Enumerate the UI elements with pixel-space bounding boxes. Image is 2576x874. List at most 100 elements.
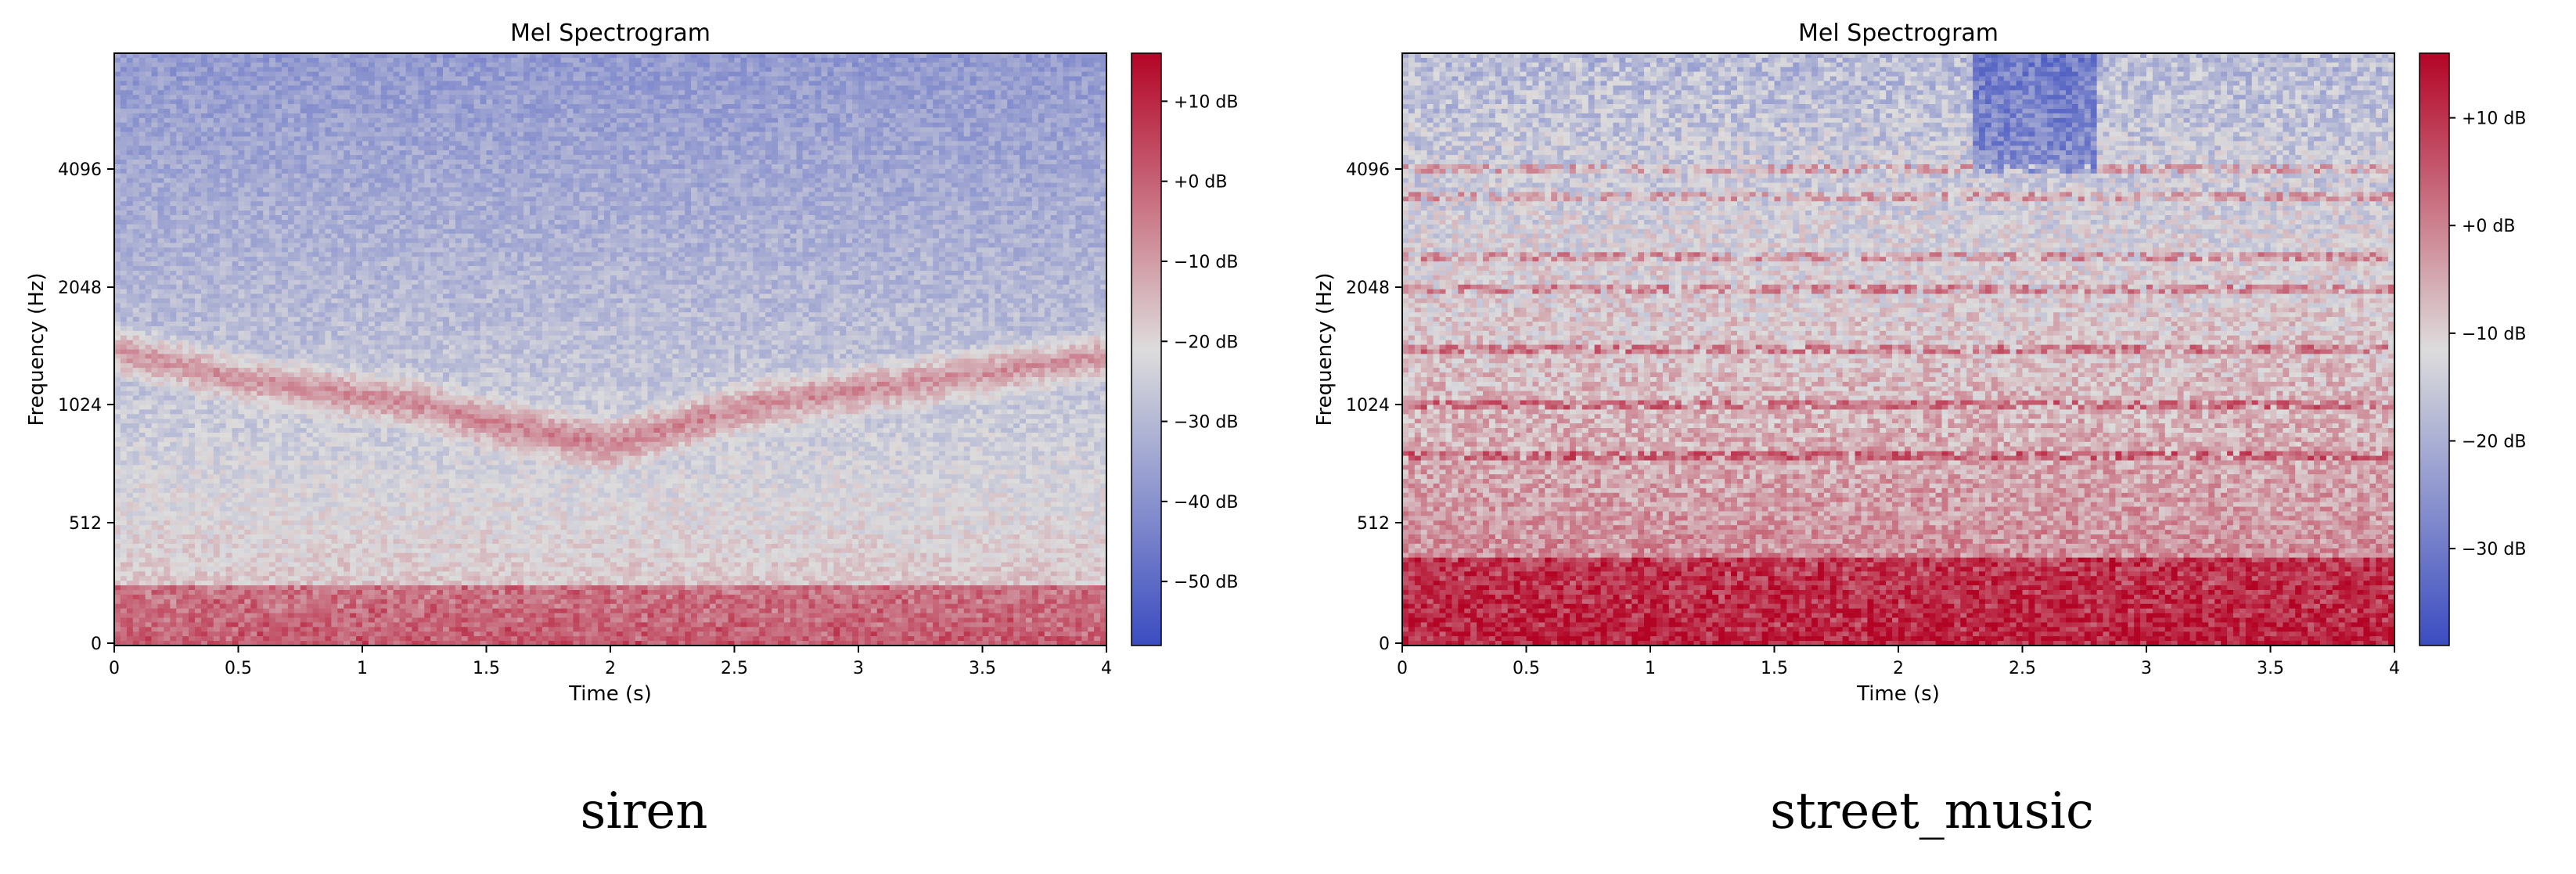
heatmap-cell (976, 187, 984, 193)
heatmap-cell (448, 108, 456, 114)
heatmap-cell (331, 196, 338, 202)
heatmap-cell (157, 117, 164, 124)
heatmap-cell (653, 146, 661, 151)
heatmap-cell (541, 187, 549, 193)
heatmap-cell (325, 187, 332, 193)
heatmap-cell (176, 192, 183, 197)
heatmap-cell (970, 131, 977, 138)
heatmap-cell (232, 178, 239, 184)
heatmap-cell (189, 136, 196, 142)
heatmap-cell (281, 187, 289, 193)
heatmap-cell (666, 71, 673, 77)
heatmap-cell (430, 85, 437, 91)
heatmap-cell (325, 108, 332, 114)
heatmap-cell (1081, 117, 1088, 124)
heatmap-cell (772, 57, 779, 63)
heatmap-cell (238, 53, 246, 59)
heatmap-cell (399, 122, 407, 128)
heatmap-cell (870, 182, 878, 189)
heatmap-cell (616, 57, 624, 63)
heatmap-cell (312, 160, 320, 165)
heatmap-cell (424, 173, 431, 179)
heatmap-cell (213, 57, 221, 63)
heatmap-cell (467, 122, 475, 128)
heatmap-cell (275, 160, 282, 165)
heatmap-cell (306, 62, 314, 68)
heatmap-cell (232, 168, 239, 174)
heatmap-cell (840, 178, 847, 184)
heatmap-cell (455, 81, 462, 86)
heatmap-cell (864, 81, 872, 86)
heatmap-cell (418, 53, 425, 59)
heatmap-cell (939, 53, 946, 59)
heatmap-cell (1081, 173, 1088, 179)
heatmap-cell (170, 168, 177, 174)
heatmap-cell (610, 187, 617, 193)
heatmap-cell (573, 95, 580, 100)
heatmap-cell (914, 164, 921, 170)
heatmap-cell (740, 164, 747, 170)
heatmap-cell (678, 182, 685, 189)
heatmap-cell (511, 99, 518, 105)
heatmap-cell (306, 192, 314, 197)
heatmap-cell (957, 160, 965, 165)
heatmap-cell (164, 122, 171, 128)
heatmap-cell (783, 146, 791, 151)
heatmap-cell (1031, 187, 1039, 193)
heatmap-cell (176, 99, 183, 105)
heatmap-cell (461, 131, 469, 138)
heatmap-cell (876, 192, 884, 197)
heatmap-cell (287, 71, 295, 77)
heatmap-cell (908, 155, 915, 160)
heatmap-cell (430, 160, 437, 165)
heatmap-cell (517, 53, 524, 59)
heatmap-cell (976, 95, 984, 100)
heatmap-cell (982, 136, 990, 142)
heatmap-cell (672, 85, 679, 91)
heatmap-cell (647, 136, 655, 142)
heatmap-cell (616, 113, 624, 119)
heatmap-cell (796, 155, 804, 160)
heatmap-cell (951, 178, 959, 184)
heatmap-cell (628, 90, 636, 95)
heatmap-cell (709, 173, 717, 179)
heatmap-cell (796, 108, 804, 114)
heatmap-cell (523, 127, 531, 133)
heatmap-cell (759, 81, 766, 86)
heatmap-cell (467, 67, 475, 73)
heatmap-cell (312, 117, 320, 124)
heatmap-cell (982, 178, 990, 184)
heatmap-cell (653, 62, 661, 68)
heatmap-cell (821, 99, 828, 105)
heatmap-cell (703, 131, 711, 138)
heatmap-cell (139, 155, 146, 160)
heatmap-cell (126, 104, 134, 110)
heatmap-cell (691, 168, 698, 174)
heatmap-cell (287, 187, 295, 193)
heatmap-cell (393, 141, 401, 146)
heatmap-cell (356, 71, 363, 77)
heatmap-cell (647, 95, 655, 100)
heatmap-cell (473, 71, 481, 77)
heatmap-cell (170, 76, 177, 82)
heatmap-cell (1020, 81, 1027, 86)
heatmap-cell (709, 71, 717, 77)
heatmap-cell (833, 155, 840, 160)
heatmap-cell (641, 146, 649, 151)
heatmap-cell (765, 146, 772, 151)
heatmap-cell (412, 122, 419, 128)
heatmap-cell (870, 108, 878, 114)
heatmap-cell (523, 62, 531, 68)
heatmap-cell (691, 155, 698, 160)
heatmap-cell (189, 178, 196, 184)
heatmap-cell (200, 160, 208, 165)
heatmap-cell (926, 53, 934, 59)
heatmap-cell (232, 113, 239, 119)
heatmap-cell (189, 57, 196, 63)
heatmap-cell (480, 127, 487, 133)
heatmap-cell (1056, 192, 1064, 197)
heatmap-cell (579, 131, 586, 138)
heatmap-cell (554, 122, 562, 128)
heatmap-cell (250, 127, 257, 133)
heatmap-cell (275, 131, 282, 138)
